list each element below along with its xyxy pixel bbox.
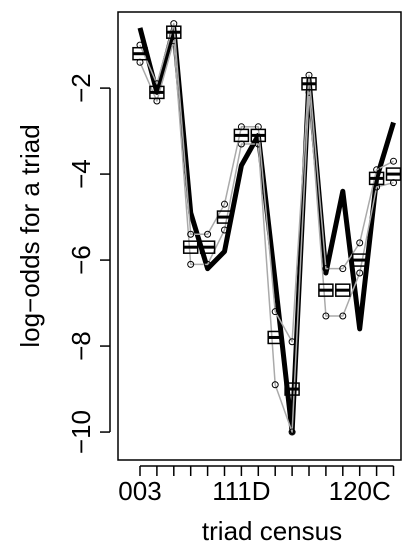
sim-point — [288, 428, 296, 436]
x-tick-label: 111D — [212, 476, 270, 506]
y-tick-label: −6 — [66, 245, 96, 275]
y-tick-label: −8 — [66, 331, 96, 361]
x-tick-label: 003 — [118, 476, 161, 506]
sim-point — [339, 265, 347, 273]
plot-frame — [117, 11, 402, 461]
sim-point — [288, 338, 296, 346]
sim-point — [221, 200, 228, 208]
simulated-line — [139, 22, 394, 343]
x-tick-label: 120C — [329, 476, 391, 506]
sim-point — [356, 269, 364, 277]
sim-point — [322, 265, 330, 273]
y-tick-label: −4 — [66, 159, 96, 189]
sim-point — [187, 230, 195, 238]
sim-point — [390, 157, 397, 165]
x-axis-title: triad census — [202, 516, 342, 546]
sim-point — [271, 381, 279, 389]
y-tick-label: −2 — [66, 73, 96, 103]
sim-point — [187, 260, 195, 268]
sim-point — [339, 312, 347, 320]
simulated-line — [139, 40, 394, 433]
sim-point — [204, 260, 212, 268]
y-tick-label: −10 — [66, 410, 96, 454]
sim-point — [356, 239, 364, 247]
sim-point — [204, 230, 212, 238]
sim-point — [271, 308, 279, 316]
sim-point — [322, 312, 330, 320]
sim-point — [221, 226, 228, 234]
y-axis-title: log−odds for a triad — [15, 124, 45, 347]
